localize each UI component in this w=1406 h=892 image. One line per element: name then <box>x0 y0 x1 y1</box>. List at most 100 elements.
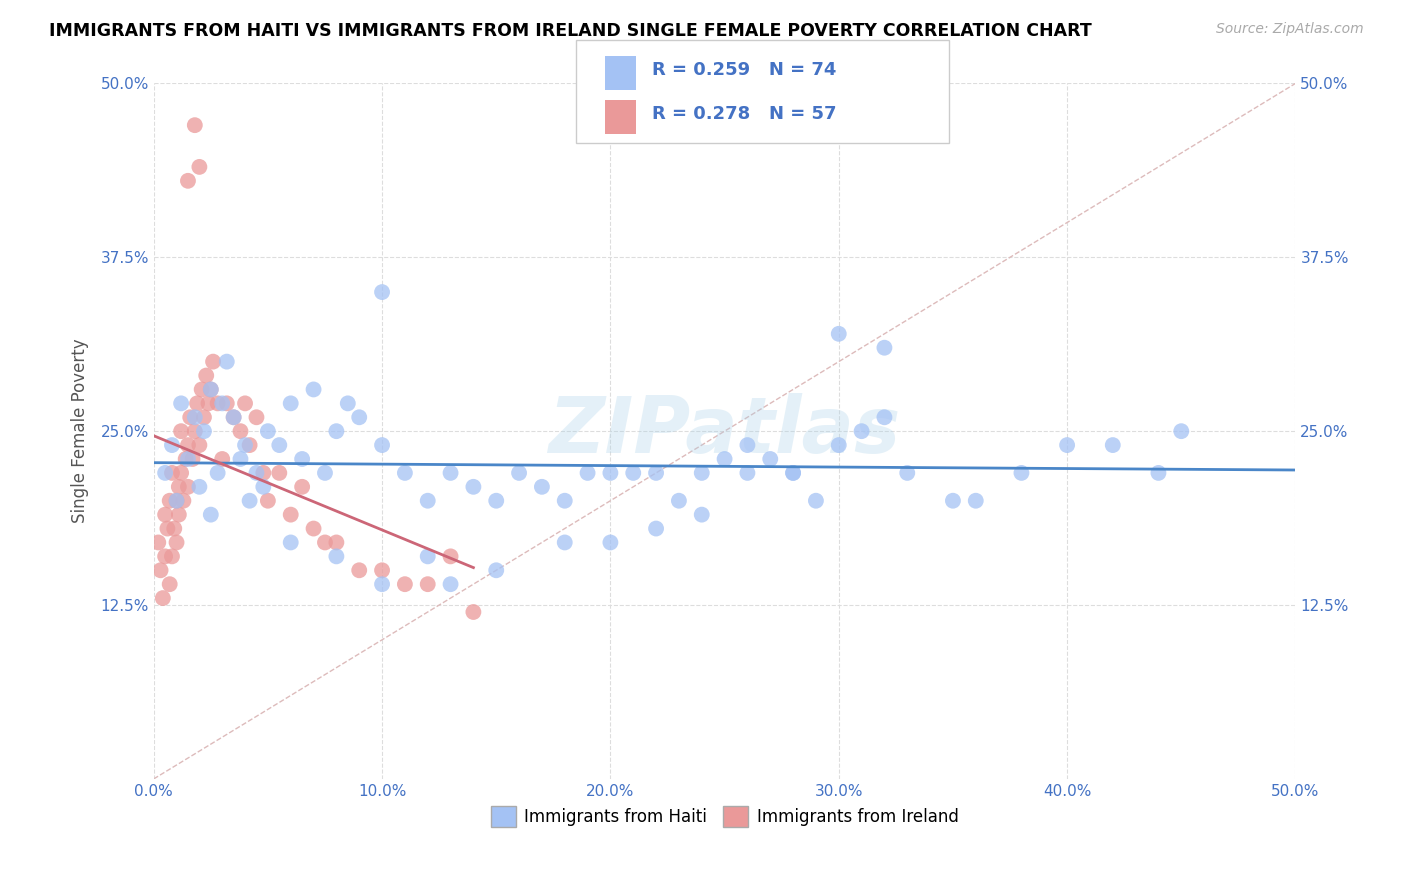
Point <box>737 438 759 452</box>
Point <box>167 508 190 522</box>
Point <box>170 424 193 438</box>
Point <box>257 493 280 508</box>
Point <box>485 493 508 508</box>
Point <box>804 493 827 508</box>
Point <box>314 535 336 549</box>
Point <box>737 466 759 480</box>
Point <box>190 383 212 397</box>
Point <box>530 480 553 494</box>
Point <box>186 396 208 410</box>
Point <box>188 480 211 494</box>
Point <box>215 396 238 410</box>
Point <box>177 480 200 494</box>
Point <box>159 493 181 508</box>
Point <box>291 452 314 467</box>
Point <box>463 480 485 494</box>
Point <box>554 493 576 508</box>
Point <box>576 466 599 480</box>
Point <box>302 522 325 536</box>
Point <box>166 493 188 508</box>
Point <box>314 466 336 480</box>
Point <box>325 549 347 564</box>
Point <box>439 577 461 591</box>
Text: ZIPatlas: ZIPatlas <box>548 393 901 469</box>
Point <box>153 508 176 522</box>
Text: R = 0.278   N = 57: R = 0.278 N = 57 <box>652 105 837 123</box>
Point <box>645 522 668 536</box>
Point <box>188 160 211 174</box>
Point <box>177 438 200 452</box>
Point <box>239 438 262 452</box>
Point <box>1056 438 1078 452</box>
Point <box>291 480 314 494</box>
Point <box>1170 424 1192 438</box>
Point <box>269 438 291 452</box>
Point <box>200 383 222 397</box>
Point <box>172 493 194 508</box>
Point <box>782 466 804 480</box>
Point <box>371 285 394 299</box>
Point <box>416 493 439 508</box>
Point <box>782 466 804 480</box>
Text: Source: ZipAtlas.com: Source: ZipAtlas.com <box>1216 22 1364 37</box>
Point <box>211 452 233 467</box>
Point <box>222 410 245 425</box>
Point <box>156 522 179 536</box>
Point <box>645 466 668 480</box>
Point <box>280 396 302 410</box>
Point <box>394 466 416 480</box>
Point <box>690 508 713 522</box>
Legend: Immigrants from Haiti, Immigrants from Ireland: Immigrants from Haiti, Immigrants from I… <box>484 799 966 833</box>
Point <box>873 341 896 355</box>
Point <box>170 466 193 480</box>
Point <box>599 466 621 480</box>
Point <box>416 549 439 564</box>
Point <box>828 438 851 452</box>
Point <box>222 410 245 425</box>
Point <box>193 424 215 438</box>
Point <box>371 563 394 577</box>
Point <box>554 535 576 549</box>
Point <box>325 535 347 549</box>
Point <box>280 535 302 549</box>
Point <box>193 410 215 425</box>
Point <box>229 424 252 438</box>
Point <box>965 493 987 508</box>
Point <box>463 605 485 619</box>
Point <box>197 396 219 410</box>
Point <box>207 466 229 480</box>
Point <box>371 577 394 591</box>
Point <box>177 174 200 188</box>
Point <box>229 452 252 467</box>
Point <box>215 354 238 368</box>
Point <box>599 535 621 549</box>
Point <box>166 535 188 549</box>
Point <box>257 424 280 438</box>
Point <box>873 410 896 425</box>
Point <box>195 368 218 383</box>
Y-axis label: Single Female Poverty: Single Female Poverty <box>72 339 89 524</box>
Point <box>184 410 207 425</box>
Point <box>336 396 359 410</box>
Point <box>690 466 713 480</box>
Point <box>211 396 233 410</box>
Point <box>269 466 291 480</box>
Point <box>159 577 181 591</box>
Point <box>416 577 439 591</box>
Point <box>153 466 176 480</box>
Point <box>184 118 207 132</box>
Point <box>621 466 644 480</box>
Point <box>160 466 183 480</box>
Point <box>896 466 918 480</box>
Point <box>167 480 190 494</box>
Point <box>439 549 461 564</box>
Point <box>347 563 370 577</box>
Text: IMMIGRANTS FROM HAITI VS IMMIGRANTS FROM IRELAND SINGLE FEMALE POVERTY CORRELATI: IMMIGRANTS FROM HAITI VS IMMIGRANTS FROM… <box>49 22 1092 40</box>
Point <box>252 466 274 480</box>
Point <box>170 396 193 410</box>
Point <box>245 410 267 425</box>
Point <box>759 452 782 467</box>
Point <box>200 508 222 522</box>
Point <box>200 383 222 397</box>
Point <box>202 354 225 368</box>
